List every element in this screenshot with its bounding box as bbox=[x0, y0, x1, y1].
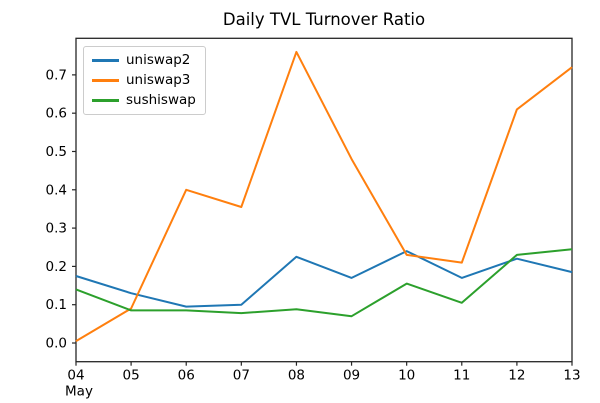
x-tick-label: 08 bbox=[288, 368, 305, 384]
legend-label: uniswap2 bbox=[126, 52, 191, 68]
legend-label: uniswap3 bbox=[126, 72, 191, 88]
y-tick-label: 0.4 bbox=[46, 182, 67, 198]
x-tick-label: 13 bbox=[563, 368, 580, 384]
y-tick-label: 0.7 bbox=[46, 67, 67, 83]
x-tick-label: 11 bbox=[453, 368, 470, 384]
axes-spines bbox=[75, 37, 573, 363]
x-axis-month-label: May bbox=[65, 384, 93, 400]
legend-item-sushiswap: sushiswap bbox=[92, 92, 196, 109]
y-tick-label: 0.2 bbox=[46, 259, 67, 275]
chart-title: Daily TVL Turnover Ratio bbox=[222, 10, 426, 29]
legend: uniswap2 uniswap3 sushiswap bbox=[83, 46, 206, 115]
legend-label: sushiswap bbox=[126, 92, 196, 108]
y-tick-label: 0.5 bbox=[46, 144, 67, 160]
legend-line-swatch-blue bbox=[92, 59, 119, 62]
series-line-uniswap3 bbox=[75, 50, 573, 342]
x-tick-label: 10 bbox=[398, 368, 415, 384]
x-tick-label: 07 bbox=[233, 368, 250, 384]
y-tick-label: 0.6 bbox=[46, 106, 67, 122]
series-line-uniswap2 bbox=[75, 250, 573, 308]
legend-line-swatch-orange bbox=[92, 79, 119, 82]
x-tick-label: 12 bbox=[508, 368, 525, 384]
legend-item-uniswap3: uniswap3 bbox=[92, 72, 196, 89]
x-tick-label: 09 bbox=[343, 368, 360, 384]
y-tick-label: 0.3 bbox=[46, 221, 67, 237]
y-tick-label: 0.0 bbox=[46, 336, 67, 352]
x-tick-label: 04 bbox=[67, 368, 84, 384]
series-line-sushiswap bbox=[75, 248, 573, 318]
x-tick-label: 05 bbox=[123, 368, 140, 384]
legend-item-uniswap2: uniswap2 bbox=[92, 52, 196, 69]
legend-line-swatch-green bbox=[92, 99, 119, 102]
x-tick-label: 06 bbox=[178, 368, 195, 384]
y-tick-label: 0.1 bbox=[46, 297, 67, 313]
